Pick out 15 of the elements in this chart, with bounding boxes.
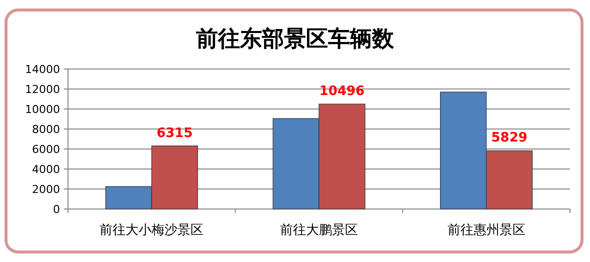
x-tick-label: 前往大鹏景区 <box>280 223 358 238</box>
data-label: 10496 <box>319 84 365 100</box>
x-tick-label: 前往大小梅沙景区 <box>100 223 204 238</box>
y-tick-label: 6000 <box>32 143 60 156</box>
y-tick-label: 10000 <box>25 103 60 116</box>
y-tick-label: 14000 <box>25 63 60 76</box>
y-tick-label: 12000 <box>25 83 60 96</box>
y-tick-label: 8000 <box>32 123 60 136</box>
chart-title: 前往东部景区车辆数 <box>195 26 395 52</box>
data-label: 5829 <box>491 130 528 146</box>
data-label: 6315 <box>156 126 193 141</box>
y-tick-label: 0 <box>53 203 60 216</box>
y-tick-label: 4000 <box>32 163 60 176</box>
x-tick-label: 前往惠州景区 <box>447 223 526 238</box>
y-tick-label: 2000 <box>32 183 60 196</box>
